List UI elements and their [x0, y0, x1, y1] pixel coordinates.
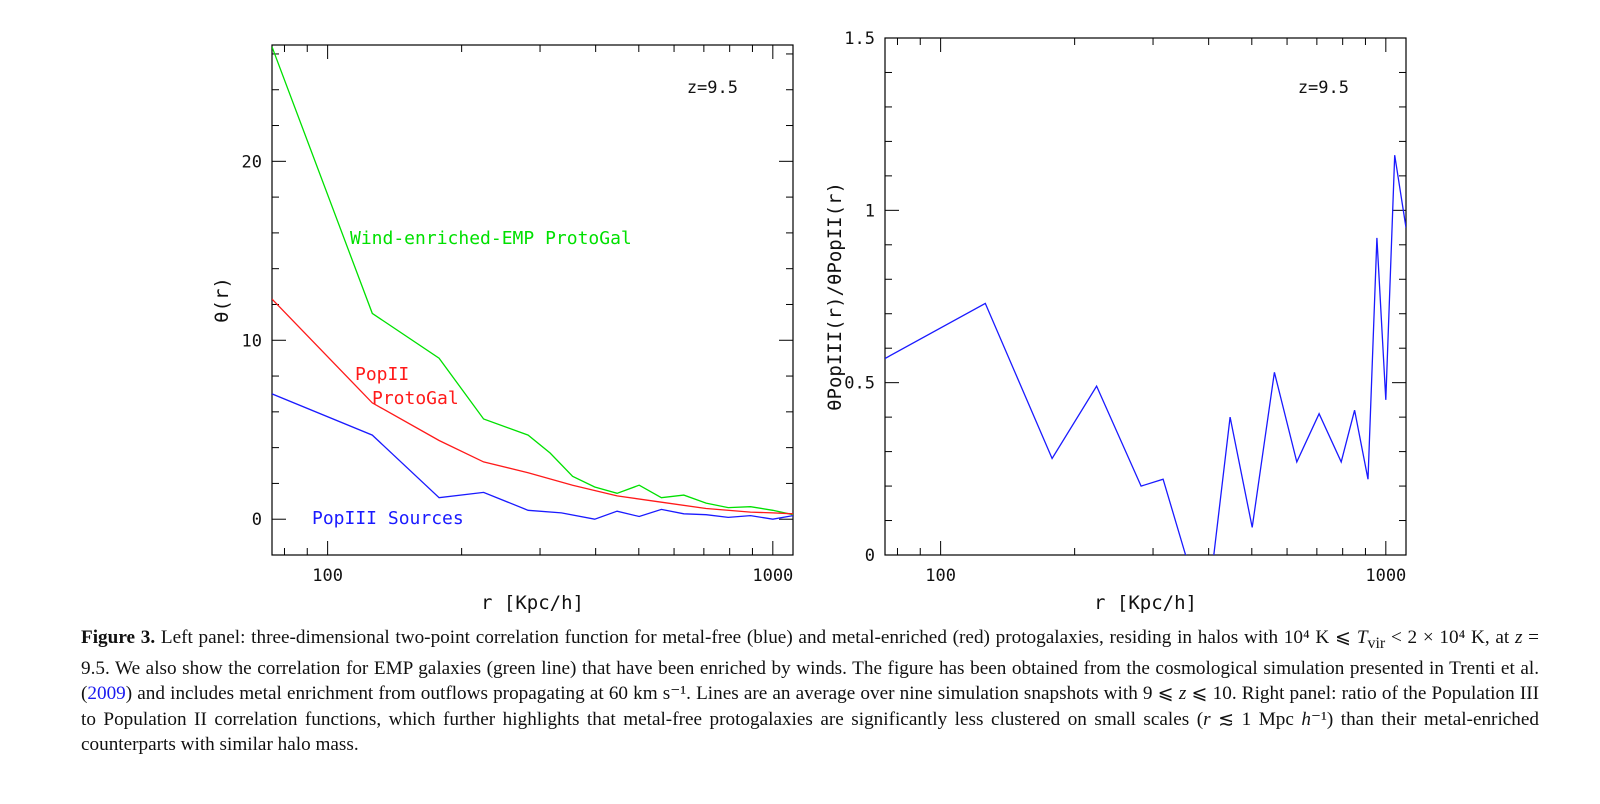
series-group	[885, 155, 1406, 555]
caption-label: Figure 3.	[81, 627, 156, 648]
panel-right: 100 1000 0 0.5 1 1.5 r [Kpc/h] θPopIII(r)/θPopI…	[824, 29, 1407, 614]
y-tick-label: 1	[865, 201, 875, 221]
x-tick-label: 100	[312, 566, 343, 586]
y-tick-label: 1.5	[844, 29, 875, 49]
series-line-popiii-popii-ratio	[885, 155, 1406, 555]
x-axis-label: r [Kpc/h]	[481, 592, 584, 614]
series-label: Wind-enriched-EMP ProtoGal	[350, 228, 632, 249]
figure-caption: Figure 3. Left panel: three-dimensional …	[81, 627, 1539, 756]
x-tick-label: 1000	[1365, 566, 1406, 586]
x-axis-label: r [Kpc/h]	[1094, 592, 1197, 614]
y-axis-label: θ(r)	[211, 277, 233, 323]
redshift-annotation: z=9.5	[1298, 78, 1349, 98]
x-tick-label: 100	[925, 566, 956, 586]
y-tick-label: 0.5	[844, 374, 875, 394]
y-tick-label: 10	[242, 331, 262, 351]
y-tick-label: 20	[242, 152, 262, 172]
plot-frame	[884, 37, 1407, 556]
panel-left: 100 1000 0 10 20 r [Kpc/h] θ(r) z=9.5 Wind-enric…	[211, 44, 794, 614]
series-line-popii	[272, 298, 793, 515]
series-label: ProtoGal	[372, 388, 459, 409]
y-axis-label: θPopIII(r)/θPopII(r)	[824, 182, 846, 411]
y-tick-label: 0	[865, 546, 875, 566]
series-line-popiii-sources	[272, 393, 793, 520]
series-line-wind-enriched-emp-protogal	[272, 46, 793, 516]
series-label: PopIII Sources	[312, 508, 464, 529]
citation-link[interactable]: 2009	[87, 683, 126, 705]
series-group	[272, 46, 793, 520]
x-tick-label: 1000	[752, 566, 793, 586]
series-label: PopII	[355, 364, 409, 385]
plot-frame	[271, 44, 794, 556]
redshift-annotation: z=9.5	[687, 78, 738, 98]
y-tick-label: 0	[252, 510, 262, 530]
